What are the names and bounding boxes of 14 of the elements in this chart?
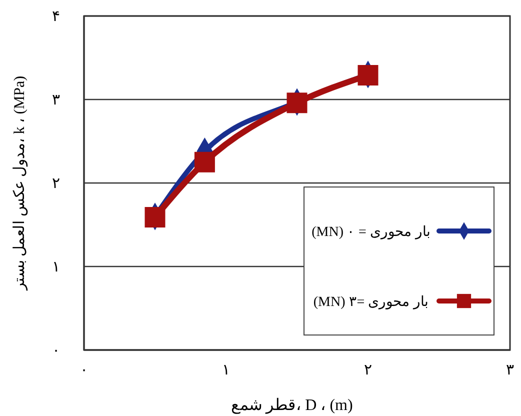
y-tick-label: ۳ xyxy=(52,92,60,108)
x-tick-label: ۳ xyxy=(506,362,514,379)
x-tick-label: ۱ xyxy=(222,362,230,379)
x-axis-title: قطر شمع، D ، (m) xyxy=(231,397,353,414)
y-tick-label: ۲ xyxy=(52,176,60,192)
legend-label: بار محوری = ۰ (MN) xyxy=(312,225,430,240)
y-tick-label: ۱ xyxy=(52,259,60,276)
y-tick-label: ۴ xyxy=(52,8,60,25)
y-axis-title: مدول عکس العمل بستر، k ، (MPa) xyxy=(12,76,28,292)
legend-label: بار محوری =۳ (MN) xyxy=(313,295,429,310)
x-tick-label: ۰ xyxy=(80,362,88,379)
point xyxy=(194,152,215,172)
y-tick-label: ۰ xyxy=(52,342,60,359)
x-tick-label: ۲ xyxy=(364,362,372,379)
